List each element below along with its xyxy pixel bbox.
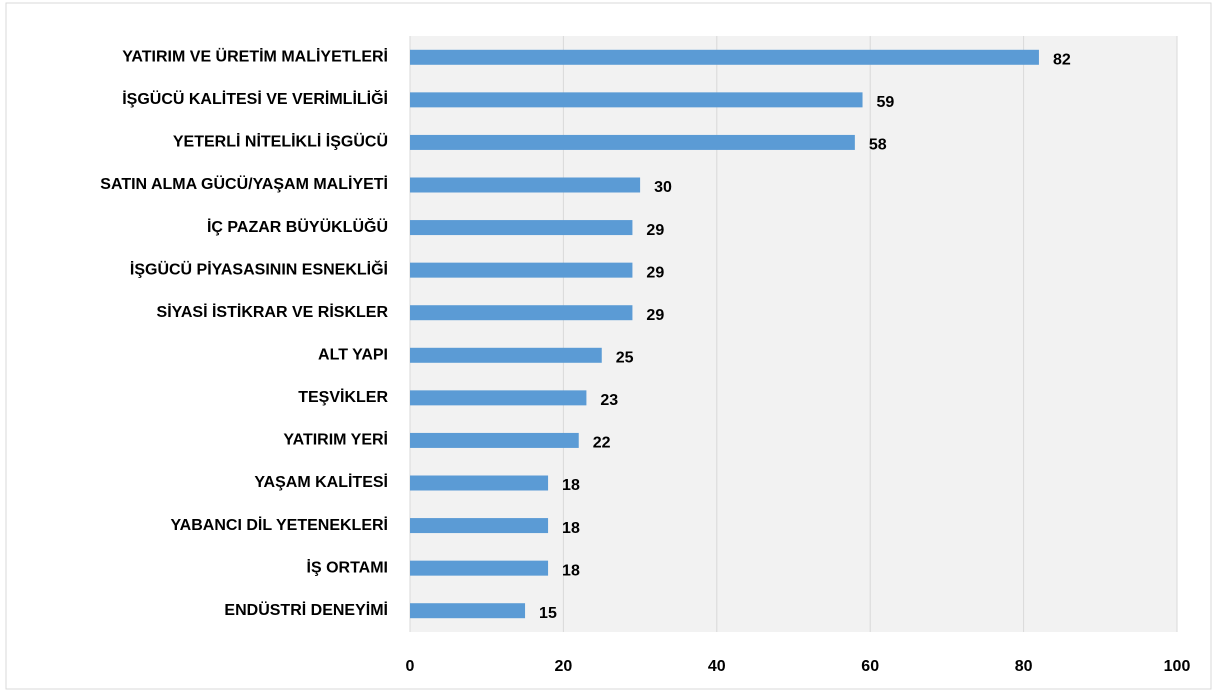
y-tick-label: SİYASİ İSTİKRAR VE RİSKLER (157, 303, 389, 321)
data-label: 18 (562, 562, 580, 579)
bar (410, 390, 587, 406)
y-tick-label: YAŞAM KALİTESİ (254, 473, 388, 491)
x-tick-label: 0 (406, 658, 415, 675)
data-label: 23 (600, 392, 618, 409)
x-tick-label: 60 (861, 658, 879, 675)
bar (410, 475, 549, 491)
y-tick-label: TEŞVİKLER (298, 388, 388, 406)
bar (410, 603, 526, 619)
data-label: 59 (877, 94, 895, 111)
y-tick-label: YATIRIM YERİ (283, 431, 388, 449)
y-tick-label: SATIN ALMA GÜCÜ/YAŞAM MALİYETİ (100, 174, 388, 193)
bar (410, 347, 602, 363)
x-tick-label: 80 (1015, 658, 1033, 675)
y-tick-label: ENDÜSTRİ DENEYİMİ (224, 600, 388, 619)
data-label: 30 (654, 179, 672, 196)
bar (410, 560, 549, 576)
y-tick-label: İŞGÜCÜ KALİTESİ VE VERİMLİLİĞİ (122, 89, 388, 108)
bar (410, 134, 855, 150)
data-label: 58 (869, 137, 887, 154)
y-tick-label: İŞGÜCÜ PİYASASININ ESNEKLİĞİ (130, 259, 388, 278)
bar (410, 518, 549, 534)
x-tick-label: 40 (708, 658, 726, 675)
data-label: 22 (593, 435, 611, 452)
y-tick-label: ALT YAPI (318, 347, 388, 364)
bar (410, 305, 633, 321)
plot-area (410, 36, 1177, 632)
data-label: 25 (616, 350, 634, 367)
x-tick-label: 20 (555, 658, 573, 675)
bar (410, 262, 633, 278)
y-tick-label: İÇ PAZAR BÜYÜKLÜĞÜ (207, 217, 388, 236)
data-label: 29 (646, 222, 664, 239)
y-tick-label: YATIRIM VE ÜRETİM MALİYETLERİ (122, 47, 388, 66)
data-label: 29 (646, 307, 664, 324)
y-tick-label: İŞ ORTAMI (307, 558, 388, 576)
bar (410, 220, 633, 236)
data-label: 15 (539, 605, 557, 622)
data-label: 29 (646, 264, 664, 281)
bar (410, 92, 863, 108)
data-label: 82 (1053, 52, 1071, 69)
data-label: 18 (562, 477, 580, 494)
bar (410, 432, 579, 448)
bar (410, 177, 641, 193)
bar (410, 49, 1039, 65)
y-tick-label: YABANCI DİL YETENEKLERİ (170, 516, 388, 534)
x-tick-label: 100 (1164, 658, 1191, 675)
data-label: 18 (562, 520, 580, 537)
y-tick-label: YETERLİ NİTELİKLİ İŞGÜCÜ (173, 132, 388, 151)
